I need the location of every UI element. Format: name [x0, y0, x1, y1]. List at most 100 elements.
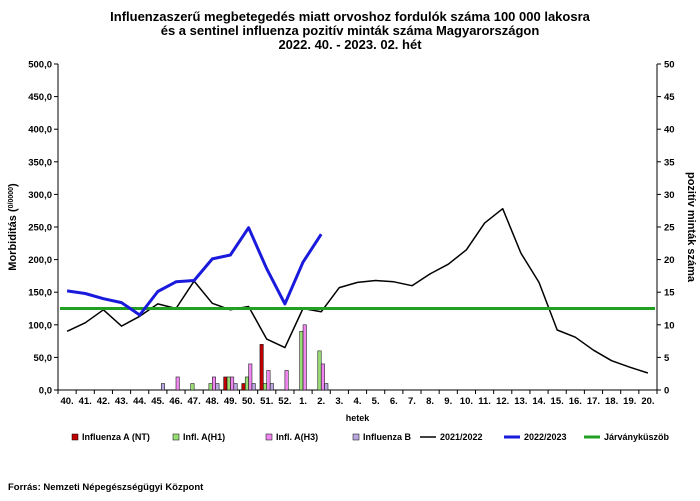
- x-tick-label: 12.: [496, 396, 509, 407]
- left-tick-label: 450,0: [28, 92, 52, 103]
- x-tick-label: 41.: [79, 396, 92, 407]
- bar: [263, 383, 267, 391]
- left-tick-label: 0,0: [39, 386, 52, 397]
- legend-swatch: [172, 433, 180, 441]
- bar: [190, 383, 195, 391]
- bar: [175, 376, 180, 391]
- bar: [302, 324, 307, 391]
- x-tick-label: 1.: [299, 396, 307, 407]
- x-tick-label: 9.: [444, 396, 452, 407]
- chart-title-line: 2022. 40. - 2023. 02. hét: [278, 37, 422, 52]
- legend-item: Influenza A (NT): [71, 432, 150, 442]
- bar: [208, 383, 213, 391]
- x-tick-label: 6.: [390, 396, 398, 407]
- left-tick-label: 250,0: [28, 223, 52, 234]
- right-axis: 0 5 10 15 20 25 30 35 40 45 50 pozitív minták száma: [657, 60, 697, 397]
- legend-item: Infl. A(H1): [172, 432, 225, 442]
- x-tick-label: 42.: [97, 396, 110, 407]
- bar: [324, 383, 329, 391]
- right-tick-label: 10: [664, 320, 675, 331]
- legend-label: Járványküszöb: [604, 432, 670, 442]
- bar: [320, 363, 325, 391]
- x-tick-label: 50.: [242, 396, 255, 407]
- x-tick-label: 20.: [641, 396, 654, 407]
- left-axis: 0,0 50,0 100,0 150,0 200,0 250,0 300,0 350,0 400…: [7, 60, 58, 397]
- series-line: [66, 226, 323, 317]
- right-axis-label: pozitív minták száma: [685, 172, 697, 283]
- bar: [233, 383, 238, 391]
- right-tick-label: 5: [664, 353, 670, 364]
- bar: [251, 383, 256, 391]
- x-tick-label: 19.: [623, 396, 636, 407]
- right-tick-label: 35: [664, 157, 675, 168]
- left-tick-label: 200,0: [28, 255, 52, 266]
- x-tick-label: 15.: [551, 396, 564, 407]
- right-tick-label: 45: [664, 92, 675, 103]
- plot-area: [57, 64, 658, 391]
- legend-label: Infl. A(H1): [183, 432, 225, 442]
- bar: [244, 376, 249, 391]
- x-tick-label: 17.: [587, 396, 600, 407]
- legend-item: Influenza B: [352, 432, 412, 442]
- legend-item: 2022/2023: [504, 432, 567, 442]
- bar: [160, 383, 165, 391]
- right-tick-label: 15: [664, 288, 675, 299]
- legend-item: Infl. A(H3): [265, 432, 318, 442]
- right-tick-label: 30: [664, 190, 675, 201]
- bar-series: [160, 324, 329, 391]
- x-tick-label: 3.: [335, 396, 343, 407]
- x-axis-label: hetek: [346, 413, 371, 423]
- x-tick-label: 44.: [133, 396, 146, 407]
- bar: [215, 383, 220, 391]
- right-tick-label: 50: [664, 60, 675, 71]
- chart-title-line: Influenzaszerű megbetegedés miatt orvosh…: [110, 9, 590, 24]
- left-tick-label: 50,0: [34, 353, 53, 364]
- x-tick-label: 43.: [115, 396, 128, 407]
- chart-title: Influenzaszerű megbetegedés miatt orvosh…: [110, 9, 590, 52]
- bar: [284, 370, 289, 391]
- legend-item: Járványküszöb: [584, 432, 670, 442]
- left-tick-label: 350,0: [28, 157, 52, 168]
- right-tick-label: 20: [664, 255, 675, 266]
- series-line: [66, 207, 649, 374]
- x-tick-label: 14.: [532, 396, 545, 407]
- legend-label: 2022/2023: [524, 432, 567, 442]
- legend-label: Influenza A (NT): [82, 432, 150, 442]
- legend-item: 2021/2022: [420, 432, 483, 442]
- x-tick-label: 51.: [260, 396, 273, 407]
- bar: [230, 376, 235, 391]
- bar: [248, 363, 253, 391]
- legend-label: Infl. A(H3): [276, 432, 318, 442]
- legend-swatch: [265, 433, 273, 441]
- x-tick-label: 40.: [60, 396, 73, 407]
- x-tick-label: 16.: [569, 396, 582, 407]
- x-tick-label: 5.: [372, 396, 380, 407]
- right-tick-label: 25: [664, 223, 675, 234]
- x-tick-label: 2.: [317, 396, 325, 407]
- x-tick-label: 46.: [169, 396, 182, 407]
- legend-label: Influenza B: [363, 432, 412, 442]
- left-tick-label: 150,0: [28, 288, 52, 299]
- left-axis-label: Morbiditás (0/0000): [7, 183, 19, 271]
- x-tick-label: 52.: [278, 396, 291, 407]
- x-tick-label: 7.: [408, 396, 416, 407]
- bar: [269, 383, 274, 391]
- right-tick-label: 40: [664, 125, 675, 136]
- left-tick-label: 300,0: [28, 190, 52, 201]
- x-tick-label: 47.: [188, 396, 201, 407]
- x-tick-label: 8.: [426, 396, 434, 407]
- bar: [266, 370, 271, 391]
- bar: [226, 376, 231, 391]
- bar: [212, 376, 216, 391]
- bar: [223, 376, 228, 391]
- x-axis: 40. 41. 42. 43. 44. 45. 46. 47. 48. 49. 50. 51. 52. 1…: [57, 390, 658, 423]
- x-tick-label: 18.: [605, 396, 618, 407]
- left-tick-label: 400,0: [28, 125, 52, 136]
- x-tick-label: 48.: [206, 396, 219, 407]
- legend-swatch: [71, 433, 79, 441]
- x-tick-label: 45.: [151, 396, 164, 407]
- source-note: Forrás: Nemzeti Népegészségügyi Központ: [8, 482, 204, 493]
- bar: [241, 383, 246, 391]
- x-tick-label: 49.: [224, 396, 237, 407]
